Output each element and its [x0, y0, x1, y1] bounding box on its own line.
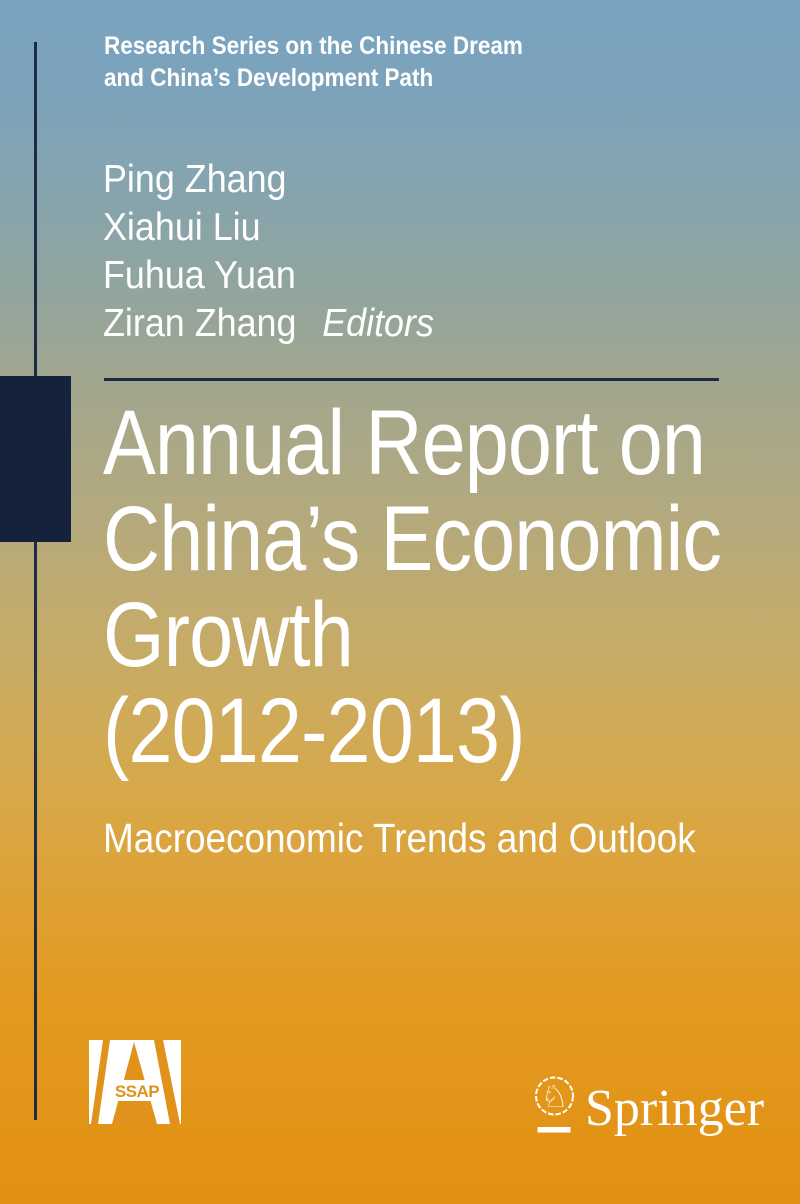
series-line-1: Research Series on the Chinese Dream: [104, 32, 523, 60]
title-line-3: Growth: [103, 584, 354, 686]
series-line-2: and China’s Development Path: [104, 64, 434, 92]
editor-name-1: Ping Zhang: [103, 158, 287, 201]
editors-role-label: Editors: [322, 302, 434, 345]
ssap-triangle-icon: SSAP: [89, 1040, 181, 1124]
editors-block: Ping Zhang Xiahui Liu Fuhua Yuan Ziran Z…: [103, 156, 434, 348]
title-line-2: China’s Economic: [103, 488, 722, 590]
svg-text:♘: ♘: [541, 1079, 569, 1115]
editor-row-last: Ziran Zhang Editors: [103, 300, 434, 348]
title-rule: [104, 378, 719, 381]
publisher-name: Springer: [585, 1080, 765, 1137]
editor-name-2: Xiahui Liu: [103, 206, 261, 249]
series-title: Research Series on the Chinese Dream and…: [104, 30, 523, 94]
vertical-rule: [34, 42, 37, 1120]
navy-accent-block: [0, 376, 71, 542]
editor-name-4: Ziran Zhang: [103, 302, 297, 345]
springer-horse-icon: ♘: [535, 1076, 574, 1133]
title-line-4: (2012-2013): [103, 680, 525, 782]
title-line-1: Annual Report on: [103, 392, 706, 494]
editor-name-3: Fuhua Yuan: [103, 254, 296, 297]
book-title: Annual Report on China’s Economic Growth…: [103, 392, 722, 782]
ssap-logo-text: SSAP: [115, 1082, 159, 1101]
book-subtitle: Macroeconomic Trends and Outlook: [103, 815, 696, 861]
